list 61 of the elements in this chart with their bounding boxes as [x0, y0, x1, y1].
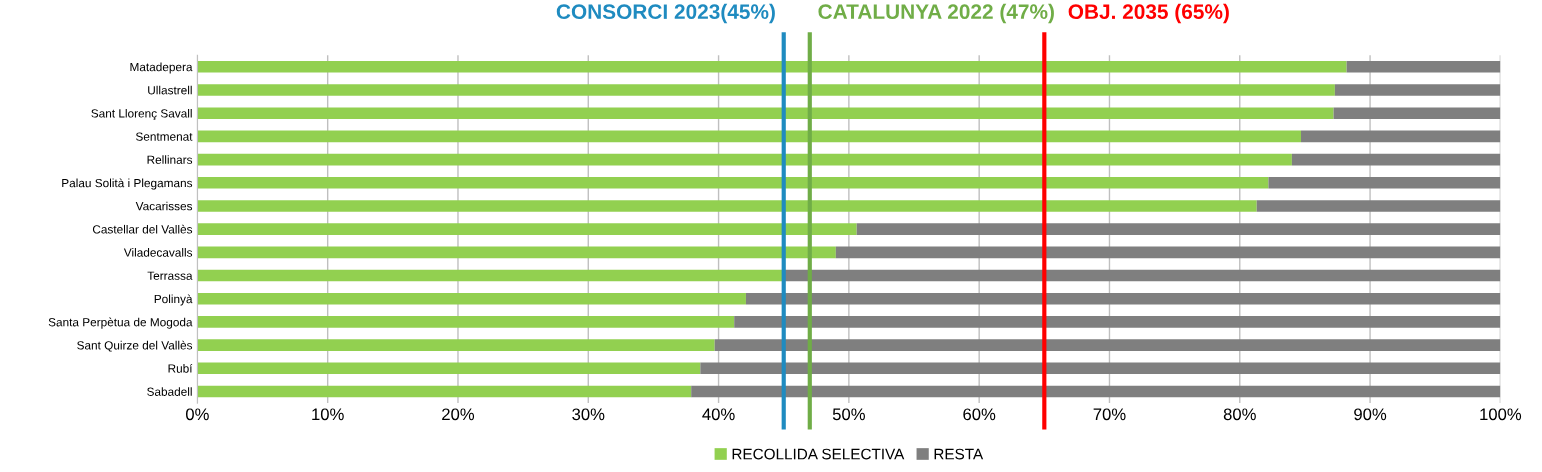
y-tick-label: Sant Quirze del Vallès — [77, 340, 193, 352]
y-tick-label: Sentmenat — [135, 132, 193, 141]
bar — [197, 385, 692, 398]
bar — [197, 61, 1347, 73]
bar — [1334, 84, 1501, 96]
y-tick-label: Vacarisses — [135, 201, 193, 211]
legend-label: RECOLLIDA SELECTIVA — [732, 448, 905, 460]
y-tick-label: Castellar del Vallès — [92, 224, 193, 234]
y-tick-label: Santa Perpètua de Mogoda — [48, 317, 193, 329]
x-tick-label: 80% — [1223, 408, 1256, 421]
bar — [734, 316, 1501, 328]
y-tick-label: Rubí — [168, 363, 193, 373]
bar — [856, 223, 1501, 235]
bar — [1346, 61, 1501, 73]
x-tick-label: 30% — [572, 408, 605, 421]
bar — [1268, 176, 1501, 189]
bar — [197, 246, 836, 259]
y-tick-label: Sabadell — [147, 387, 192, 396]
legend-label: RESTA — [934, 448, 984, 460]
bar — [745, 292, 1501, 305]
bar — [197, 292, 746, 305]
x-tick-label: 60% — [963, 408, 996, 421]
bar — [197, 153, 1292, 166]
bar — [197, 339, 715, 351]
bar — [197, 200, 1257, 212]
bar — [197, 130, 1302, 143]
bar — [197, 107, 1334, 119]
bar — [1333, 107, 1501, 119]
y-tick-label: Sant Llorenç Savall — [91, 108, 192, 120]
x-tick-label: 100% — [1480, 408, 1522, 421]
y-tick-label: Polinyà — [154, 294, 193, 306]
bar — [1301, 130, 1501, 143]
bar — [197, 316, 735, 328]
ref-line-label: OBJ. 2035 (65%) — [1068, 3, 1229, 24]
bar — [714, 339, 1501, 351]
y-tick-label: Matadepera — [130, 62, 193, 74]
bar — [1256, 200, 1501, 212]
x-tick-label: 0% — [185, 408, 209, 421]
bar — [691, 385, 1501, 398]
x-tick-label: 70% — [1093, 408, 1126, 421]
y-tick-label: Viladecavalls — [123, 248, 193, 257]
ref-line-label: CONSORCI 2023(45%) — [556, 3, 775, 24]
y-tick-label: Rellinars — [147, 155, 193, 164]
x-tick-label: 50% — [832, 408, 865, 421]
y-tick-label: Ullastrell — [148, 85, 192, 95]
y-tick-label: Palau Solità i Plegamans — [62, 178, 193, 190]
bar — [197, 84, 1335, 96]
bar — [700, 362, 1501, 375]
x-tick-label: 20% — [442, 408, 475, 421]
bar — [197, 362, 701, 375]
y-tick-label: Terrassa — [147, 271, 193, 280]
x-tick-label: 10% — [312, 408, 344, 421]
bar — [197, 176, 1269, 189]
x-tick-label: 90% — [1354, 408, 1387, 421]
x-tick-label: 40% — [702, 408, 735, 421]
bar — [1291, 153, 1501, 166]
bar — [835, 246, 1501, 259]
bar — [197, 223, 857, 235]
bar — [197, 269, 784, 282]
ref-line-label: CATALUNYA 2022 (47%) — [818, 3, 1054, 24]
bar — [783, 269, 1501, 282]
